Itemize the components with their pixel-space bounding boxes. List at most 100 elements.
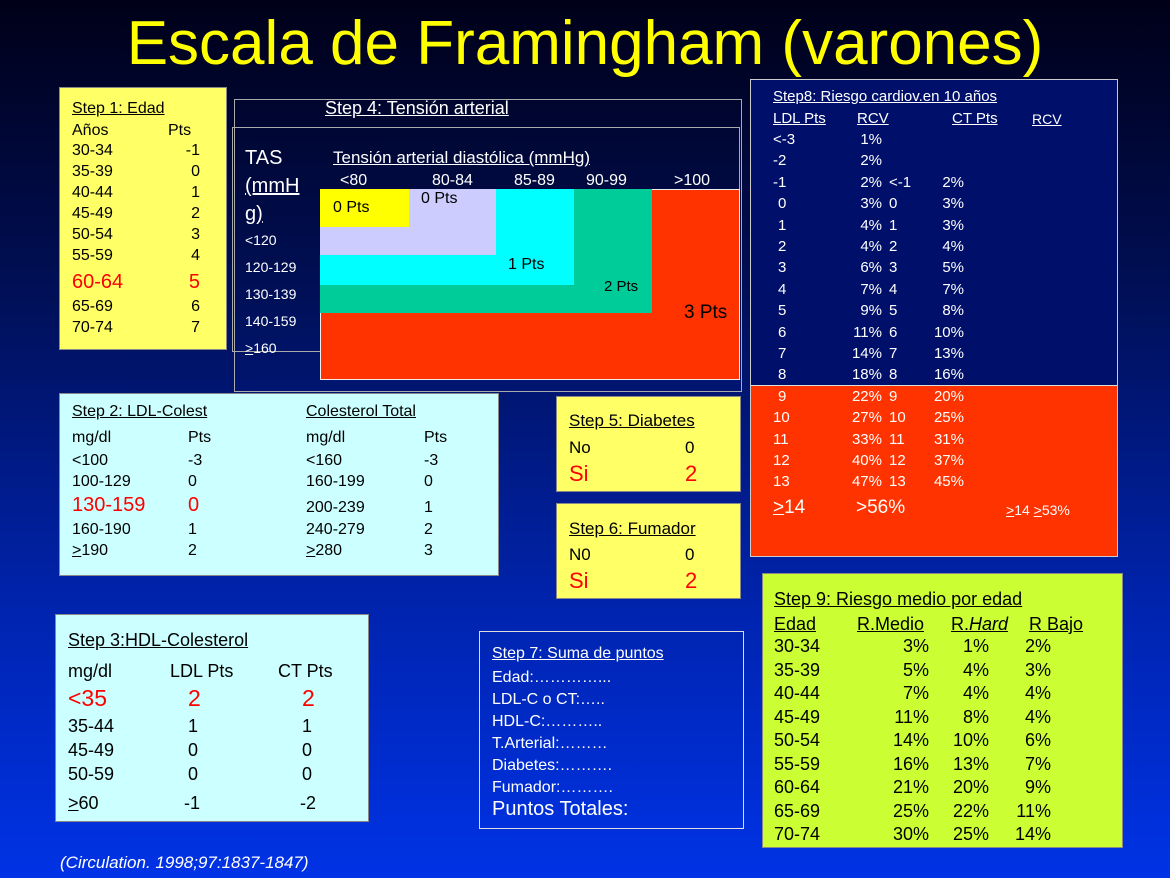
step8-row-rcv2: 37% xyxy=(933,452,964,469)
step2-header-ct: Colesterol Total xyxy=(306,403,416,420)
bp-zone-3-label: 3 Pts xyxy=(684,302,728,323)
step5-si-pts: 2 xyxy=(685,461,698,486)
step2-panel: Step 2: LDL-Colest Colesterol Total mg/d… xyxy=(59,393,499,576)
step8-row-ldl: 5 xyxy=(778,302,787,319)
step9-panel: Step 9: Riesgo medio por edad Edad R.Med… xyxy=(762,573,1123,848)
step4-col-4: >100 xyxy=(674,172,711,189)
step3-row-ldl: 2 xyxy=(188,685,201,711)
step8-row-rcv: 18% xyxy=(851,366,882,383)
step3-col-ct: CT Pts xyxy=(278,661,333,681)
step8-row-ldl: 2 xyxy=(778,238,787,255)
step9-row-edad: 30-34 xyxy=(774,636,821,656)
step8-row-rcv2: 25% xyxy=(933,409,964,426)
step9-row-medio: 21% xyxy=(892,777,929,797)
step2-last-ldl: >190 xyxy=(72,542,109,559)
step1-row-age: 45-49 xyxy=(72,205,113,222)
step9-row-edad: 70-74 xyxy=(774,824,821,844)
step9-row-bajo: 4% xyxy=(1024,683,1051,703)
step6-si: Si xyxy=(569,568,589,593)
step6-header: Step 6: Fumador xyxy=(569,519,696,538)
step6-no: N0 xyxy=(569,545,591,564)
step9-row-bajo: 14% xyxy=(1014,824,1051,844)
step8-row-ldl: <-3 xyxy=(773,131,796,148)
step1-row-pts: 4 xyxy=(191,247,200,264)
step2-row-ct: <160 xyxy=(306,452,343,469)
step3-row-ct: 1 xyxy=(302,716,313,736)
step2-row-ct: 160-199 xyxy=(306,473,365,490)
step9-row-hard: 4% xyxy=(962,683,989,703)
step8-panel xyxy=(750,79,1118,557)
step2-row-ct-pts: 1 xyxy=(424,499,433,516)
step7-panel: Step 7: Suma de puntos Edad:…………... LDL-C… xyxy=(479,631,744,829)
step9-row-hard: 1% xyxy=(962,636,989,656)
step4-tas-unit: (mmH xyxy=(245,175,300,197)
step9-h-edad: Edad xyxy=(774,614,817,634)
step3-row-mg: 45-49 xyxy=(68,740,115,760)
step2-col-mg-ldl: mg/dl xyxy=(72,429,112,446)
step8-row-rcv: 7% xyxy=(860,281,882,298)
step8-row-ct: 11 xyxy=(889,431,905,448)
step1-row-pts: 0 xyxy=(191,163,200,180)
step2-row-ldl: 130-159 xyxy=(72,494,146,516)
step8-h-rcv: RCV xyxy=(857,110,889,127)
step9-row-hard: 20% xyxy=(952,777,989,797)
step3-panel: Step 3:HDL-Colesterol mg/dl LDL Pts CT P… xyxy=(55,614,369,822)
step3-row-ct: 0 xyxy=(302,764,313,784)
step9-row-hard: 8% xyxy=(962,706,989,727)
step3-row-mg: <35 xyxy=(68,685,108,711)
step8-row-rcv2: 8% xyxy=(942,302,964,319)
step2-col-pts-ct: Pts xyxy=(424,429,448,446)
step8-row-rcv: 2% xyxy=(860,174,882,191)
step8-row-ldl: 4 xyxy=(778,281,787,298)
step2-row-ldl-pts: 1 xyxy=(188,521,197,538)
step8-row-rcv2: 31% xyxy=(933,431,964,448)
step8-row-ct: 1 xyxy=(889,217,898,234)
step2-row-ct-pts: -3 xyxy=(424,452,439,469)
step8-row-ldl: 13 xyxy=(773,473,790,490)
step1-row-age: 55-59 xyxy=(72,247,113,264)
step8-row-ct: 8 xyxy=(889,366,898,383)
step9-row-bajo: 2% xyxy=(1024,636,1051,656)
step4-col-1: 80-84 xyxy=(432,172,473,189)
step1-col-age: Años xyxy=(72,122,109,139)
step8-row-ldl: 9 xyxy=(778,388,787,405)
step9-h-bajo: R Bajo xyxy=(1029,614,1084,634)
step4-row-1: 120-129 xyxy=(245,259,297,275)
step3-row-ldl: 1 xyxy=(188,716,199,736)
step4-header: Step 4: Tensión arterial xyxy=(325,98,509,118)
step8-row-rcv: 6% xyxy=(860,259,882,276)
step1-row-age: 60-64 xyxy=(72,271,124,293)
step1-row-age: 50-54 xyxy=(72,226,113,243)
step2-last-ldl-pts: 2 xyxy=(188,542,197,559)
step8-h-ldl: LDL Pts xyxy=(773,110,826,127)
step2-col-pts-ldl: Pts xyxy=(188,429,212,446)
step9-row-medio: 3% xyxy=(902,636,929,656)
step5-no-pts: 0 xyxy=(685,438,695,457)
step2-row-ldl-pts: 0 xyxy=(188,494,200,516)
step9-row-bajo: 9% xyxy=(1024,777,1051,797)
step9-row-bajo: 11% xyxy=(1016,800,1051,821)
step8-row-rcv2: 5% xyxy=(942,259,964,276)
step8-row-ct: 0 xyxy=(889,195,898,212)
step9-row-edad: 40-44 xyxy=(774,683,821,703)
step7-header: Step 7: Suma de puntos xyxy=(492,645,664,662)
step3-col-mg: mg/dl xyxy=(68,661,113,681)
step8-row-ct: 2 xyxy=(889,238,898,255)
step9-row-edad: 60-64 xyxy=(774,777,821,797)
step8-row-rcv: 3% xyxy=(860,195,882,212)
step9-header: Step 9: Riesgo medio por edad xyxy=(774,589,1023,609)
step1-row-pts: 3 xyxy=(191,226,200,243)
step8-row-ldl: 11 xyxy=(773,431,789,448)
step8-row-ldl: -2 xyxy=(773,152,787,169)
step8-row-rcv: 2% xyxy=(860,152,882,169)
bp-zone-2-label: 2 Pts xyxy=(604,278,639,295)
step9-h-hard: R.Hard xyxy=(951,614,1009,634)
step4-row-2: 130-139 xyxy=(245,286,297,302)
step1-row-pts: 1 xyxy=(191,184,200,201)
step9-row-medio: 7% xyxy=(902,683,929,703)
step8-row-rcv: 33% xyxy=(851,431,882,448)
step9-row-medio: 25% xyxy=(892,800,929,821)
step8-row-ldl: 8 xyxy=(778,366,787,383)
step8-row-ct: 3 xyxy=(889,259,898,276)
step8-row-rcv: 4% xyxy=(860,217,882,234)
